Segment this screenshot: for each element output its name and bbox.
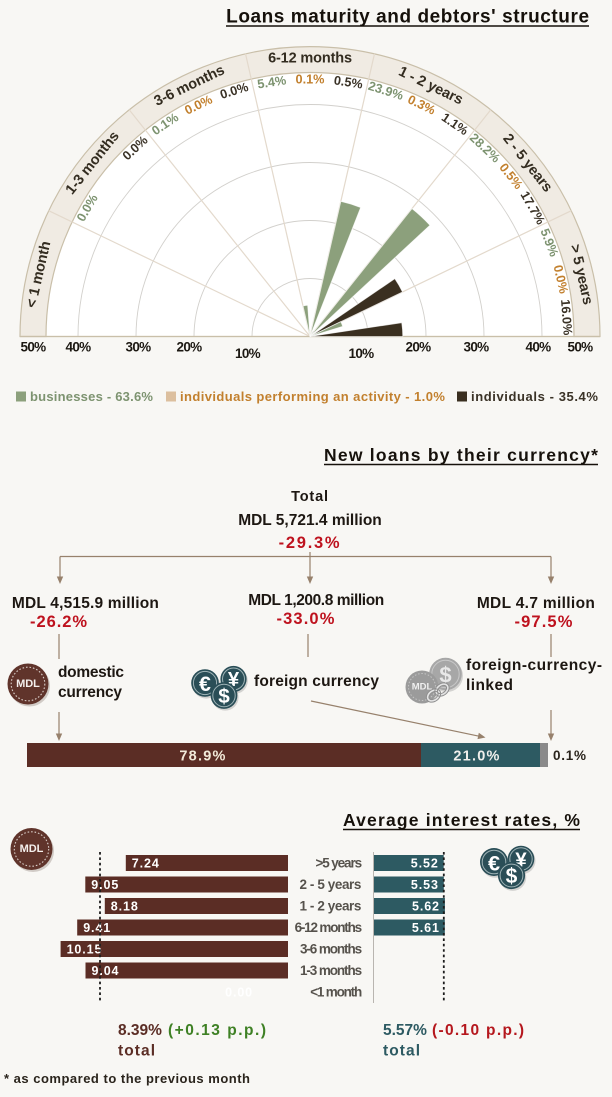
svg-text:total: total [118,1043,156,1060]
svg-text:MDL 1,200.8 million: MDL 1,200.8 million [248,592,384,609]
svg-text:10%: 10% [349,346,375,361]
svg-text:€: € [199,672,211,696]
svg-text:0.1%: 0.1% [553,748,587,763]
svg-text:50%: 50% [568,340,594,355]
svg-text:businesses - 63.6%: businesses - 63.6% [30,389,153,404]
svg-text:>5 years: >5 years [315,856,361,871]
svg-text:9.04: 9.04 [92,964,120,978]
svg-text:20%: 20% [406,340,432,355]
svg-text:1 - 2 years: 1 - 2 years [299,899,361,914]
svg-text:1-3 months: 1-3 months [300,963,362,978]
svg-text:50%: 50% [21,340,47,355]
svg-text:0.5%: 0.5% [333,73,364,91]
svg-text:Loans maturity and debtors' st: Loans maturity and debtors' structure [226,7,589,28]
svg-text:2 - 5 years: 2 - 5 years [299,877,361,892]
svg-text:$: $ [506,865,518,888]
svg-text:30%: 30% [464,340,490,355]
svg-text:8.18: 8.18 [111,900,139,914]
svg-text:20%: 20% [177,340,203,355]
svg-text:individuals performing an acti: individuals performing an activity - 1.0… [180,389,445,404]
svg-text:New loans by their currency*: New loans by their currency* [324,445,599,465]
svg-text:9.05: 9.05 [91,878,119,892]
svg-text:-97.5%: -97.5% [514,613,573,631]
svg-text:5.61: 5.61 [412,921,440,935]
svg-text:8.39%: 8.39% [118,1022,162,1039]
svg-text:40%: 40% [526,340,552,355]
svg-text:total: total [383,1043,421,1060]
svg-text:* as compared to the previous: * as compared to the previous month [4,1071,251,1086]
svg-text:30%: 30% [126,340,152,355]
svg-text:foreign-currency-: foreign-currency- [466,657,603,674]
svg-text:0.0%: 0.0% [551,264,571,295]
svg-text:5.57%: 5.57% [383,1022,427,1039]
svg-text:MDL: MDL [20,843,44,855]
svg-text:10%: 10% [235,346,261,361]
svg-text:10.15: 10.15 [67,943,103,957]
svg-text:5.53: 5.53 [411,878,439,892]
svg-text:6-12 months: 6-12 months [295,920,362,935]
svg-text:-29.3%: -29.3% [279,534,342,552]
svg-text:individuals - 35.4%: individuals - 35.4% [471,389,599,404]
svg-text:MDL 4.7 million: MDL 4.7 million [477,595,595,612]
svg-text:5.4%: 5.4% [256,73,287,91]
svg-text:$: $ [218,685,230,708]
svg-text:0.1%: 0.1% [296,73,325,87]
svg-text:MDL: MDL [16,678,40,690]
svg-text:MDL 4,515.9 million: MDL 4,515.9 million [12,595,159,612]
svg-text:5.62: 5.62 [412,900,440,914]
svg-text:€: € [488,850,500,875]
svg-text:$: $ [439,663,451,688]
svg-text:16.0%: 16.0% [558,299,575,336]
svg-text:currency: currency [58,684,122,701]
svg-text:Total: Total [291,489,329,505]
svg-text:domestic: domestic [58,664,124,681]
svg-text:foreign currency: foreign currency [254,673,379,690]
svg-text:-33.0%: -33.0% [276,610,335,628]
svg-text:(-0.10 p.p.): (-0.10 p.p.) [432,1022,525,1039]
svg-text:<1 month: <1 month [310,985,362,1000]
svg-text:9.41: 9.41 [83,921,111,935]
svg-text:3-6 months: 3-6 months [300,942,362,957]
svg-text:Average interest rates, %: Average interest rates, % [343,810,581,830]
svg-text:40%: 40% [66,340,92,355]
svg-text:MDL 5,721.4 million: MDL 5,721.4 million [238,512,382,529]
svg-text:21.0%: 21.0% [453,749,500,765]
svg-text:0.00: 0.00 [225,986,253,1000]
svg-text:7.24: 7.24 [132,857,160,871]
svg-text:-26.2%: -26.2% [30,613,88,631]
svg-text:6-12 months: 6-12 months [268,51,352,67]
svg-text:MDL: MDL [412,682,433,693]
svg-text:(+0.13 p.p.): (+0.13 p.p.) [168,1022,268,1039]
svg-text:78.9%: 78.9% [179,749,226,765]
svg-text:linked: linked [466,677,513,694]
svg-text:5.52: 5.52 [411,857,439,871]
